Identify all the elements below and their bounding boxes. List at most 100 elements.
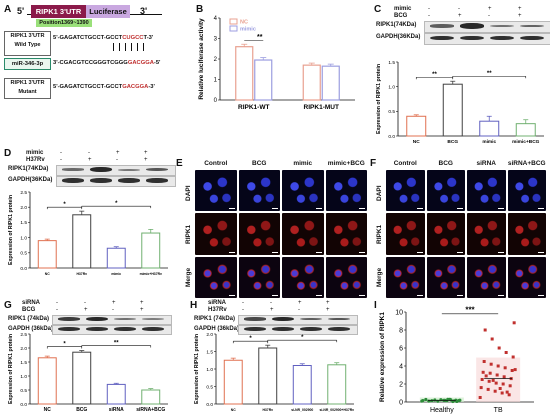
wild-type-box: RIPK1 3'UTR Wild Type <box>4 31 51 56</box>
micrograph-f-row-label: DAPI <box>376 185 383 201</box>
micrograph-e-image-merge <box>195 256 237 298</box>
blot-c-condition-sign: - <box>458 6 460 12</box>
blot-d-gapdh-band <box>145 178 169 183</box>
micrograph-e-image-dapi <box>195 170 237 212</box>
mirna-box: miR-346-3p <box>4 58 51 70</box>
chart-b-category-label: RIPK1-WT <box>238 104 269 111</box>
chart-c-category-label: NC <box>413 139 420 145</box>
panel-c-letter: C <box>374 4 382 15</box>
chart-b: 0 1 2 3 4 RIPK1-WT RIPK1-MUT Relative luciferas… <box>198 16 355 111</box>
luciferase-box: Luciferase <box>86 5 130 18</box>
chart-b-legend-label: NC <box>240 20 248 26</box>
chart-i-tb-point <box>482 360 486 363</box>
micrograph-f-column-label: siRNA+BCG <box>507 160 546 167</box>
blot-g-condition-sign: + <box>140 300 144 306</box>
chart-b-ytick-label: 1 <box>214 78 218 84</box>
chart-g-category-label: siRNA+BCG <box>136 407 165 413</box>
panel-a-letter: A <box>4 4 12 15</box>
micrograph-f-image-ripk1 <box>426 213 465 255</box>
chart-i-sig-label: *** <box>465 305 475 314</box>
blot-h-condition-sign: - <box>270 300 272 306</box>
chart-i-tb-point <box>501 382 505 386</box>
chart-i-tb-point <box>495 373 499 377</box>
mirna-seq-site: GACGGA <box>127 60 154 66</box>
chart-i-category-label: Healthy <box>430 407 454 414</box>
mirna-seq-prefix: 3'-CGACGTCCGGGTCGGG <box>53 60 128 66</box>
micrograph-e-scale-bar <box>272 294 278 296</box>
mutant-seq-site: GACGGA <box>122 84 149 90</box>
micrograph-f-scale-bar <box>497 208 504 210</box>
chart-g-category-label: siRNA <box>109 407 124 413</box>
chart-i-ytick-label: 10 <box>395 310 403 317</box>
chart-i-tb-point <box>502 375 506 379</box>
micrograph-e-scale-bar <box>359 208 365 210</box>
chart-i-tb-point <box>481 370 485 374</box>
micrograph-f-scale-bar <box>457 294 463 296</box>
blot-g-condition-label: BCG <box>22 307 36 313</box>
chart-g-bar <box>141 389 161 405</box>
chart-i-healthy-point <box>449 398 453 402</box>
chart-h-bar <box>327 364 347 405</box>
micrograph-f-image-merge <box>386 256 425 298</box>
blot-d-ripk1-band <box>145 168 169 171</box>
blot-g-condition-sign: + <box>140 307 144 313</box>
micrograph-f-column-label: BCG <box>438 160 453 167</box>
micrograph-e-scale-bar <box>359 294 365 296</box>
blot-g-ripk1-label: RIPK1 (74kDa) <box>8 316 50 322</box>
blot-h-condition-label: H37Rv <box>208 307 227 313</box>
blot-c-gapdh-band <box>430 35 454 41</box>
mirna-seq-suffix: -5' <box>153 60 161 66</box>
chart-d-bar <box>37 240 57 269</box>
chart-c-bar <box>479 120 500 137</box>
micrograph-e-scale-bar <box>228 294 235 296</box>
blot-d-ripk1-membrane <box>56 165 176 176</box>
chart-i-healthy-point <box>458 398 462 402</box>
chart-i-ytick-label: 8 <box>399 328 403 335</box>
micrograph-e-scale-bar <box>315 294 322 296</box>
blot-c-ripk1-band <box>490 24 514 28</box>
micrograph-f-image-dapi <box>426 170 465 212</box>
chart-b-legend-swatch <box>229 25 238 32</box>
chart-c-bar <box>406 115 427 137</box>
chart-i-tb-point <box>478 396 482 399</box>
wild-type-label-2: Wild Type <box>14 42 41 48</box>
chart-g-ytick-label: 2.5 <box>20 332 27 338</box>
micrograph-e-row-label: RIPK1 <box>185 224 192 244</box>
blot-d-condition-label: H37Rv <box>26 157 45 163</box>
chart-d-bar <box>106 247 126 269</box>
chart-i-tb-point <box>504 351 508 354</box>
chart-c-category-label: BCG <box>447 139 458 145</box>
chart-h-sig-label: * <box>301 335 304 341</box>
wild-type-seq-site: CUGCC <box>122 35 144 41</box>
chart-c-category-label: mimic+BCG <box>512 139 540 145</box>
chart-d-bar <box>141 232 161 269</box>
chart-b-ytick-label: 2 <box>214 57 218 63</box>
chart-h-category-label: H37Rv <box>262 408 273 412</box>
chart-i-tb-point <box>512 321 516 325</box>
panel-f-letter: F <box>370 158 377 169</box>
blot-c-ripk1-band <box>520 24 544 28</box>
micrograph-f-image-ripk1 <box>386 213 425 255</box>
blot-h-gapdh-band <box>327 327 351 331</box>
blot-h-condition-sign: - <box>242 307 244 313</box>
chart-h-bar <box>258 347 278 405</box>
chart-h-ytick-label: 0.5 <box>206 384 213 390</box>
blot-d-gapdh-band <box>61 178 85 183</box>
chart-i-ytick-label: 4 <box>399 364 403 371</box>
blot-g-gapdh-band <box>57 327 81 331</box>
wild-type-seq-prefix: 5'-GAGATCTGCCT-GCCT <box>53 35 123 41</box>
chart-i-tb-point <box>486 387 490 391</box>
blot-g-condition-sign: - <box>56 300 58 306</box>
chart-h-category-label: NC <box>231 408 236 412</box>
blot-d-condition-sign: - <box>116 157 118 163</box>
chart-h-ytick-label: 1.5 <box>206 349 213 355</box>
chart-d-ytick-label: 2.0 <box>20 205 27 211</box>
chart-i-tb-point <box>505 390 509 394</box>
blot-d-condition-sign: - <box>88 150 90 156</box>
blot-h-ripk1-band <box>243 317 267 321</box>
blot-c-condition-sign: + <box>518 6 522 12</box>
micrograph-e-column-label: Control <box>204 160 228 167</box>
blot-d-gapdh-band <box>117 178 141 183</box>
blot-d-gapdh-band <box>89 178 113 183</box>
chart-c: 0.0 0.5 1.0 1.5 NC BCG mimic mimic+BCG Expressio… <box>376 60 544 145</box>
